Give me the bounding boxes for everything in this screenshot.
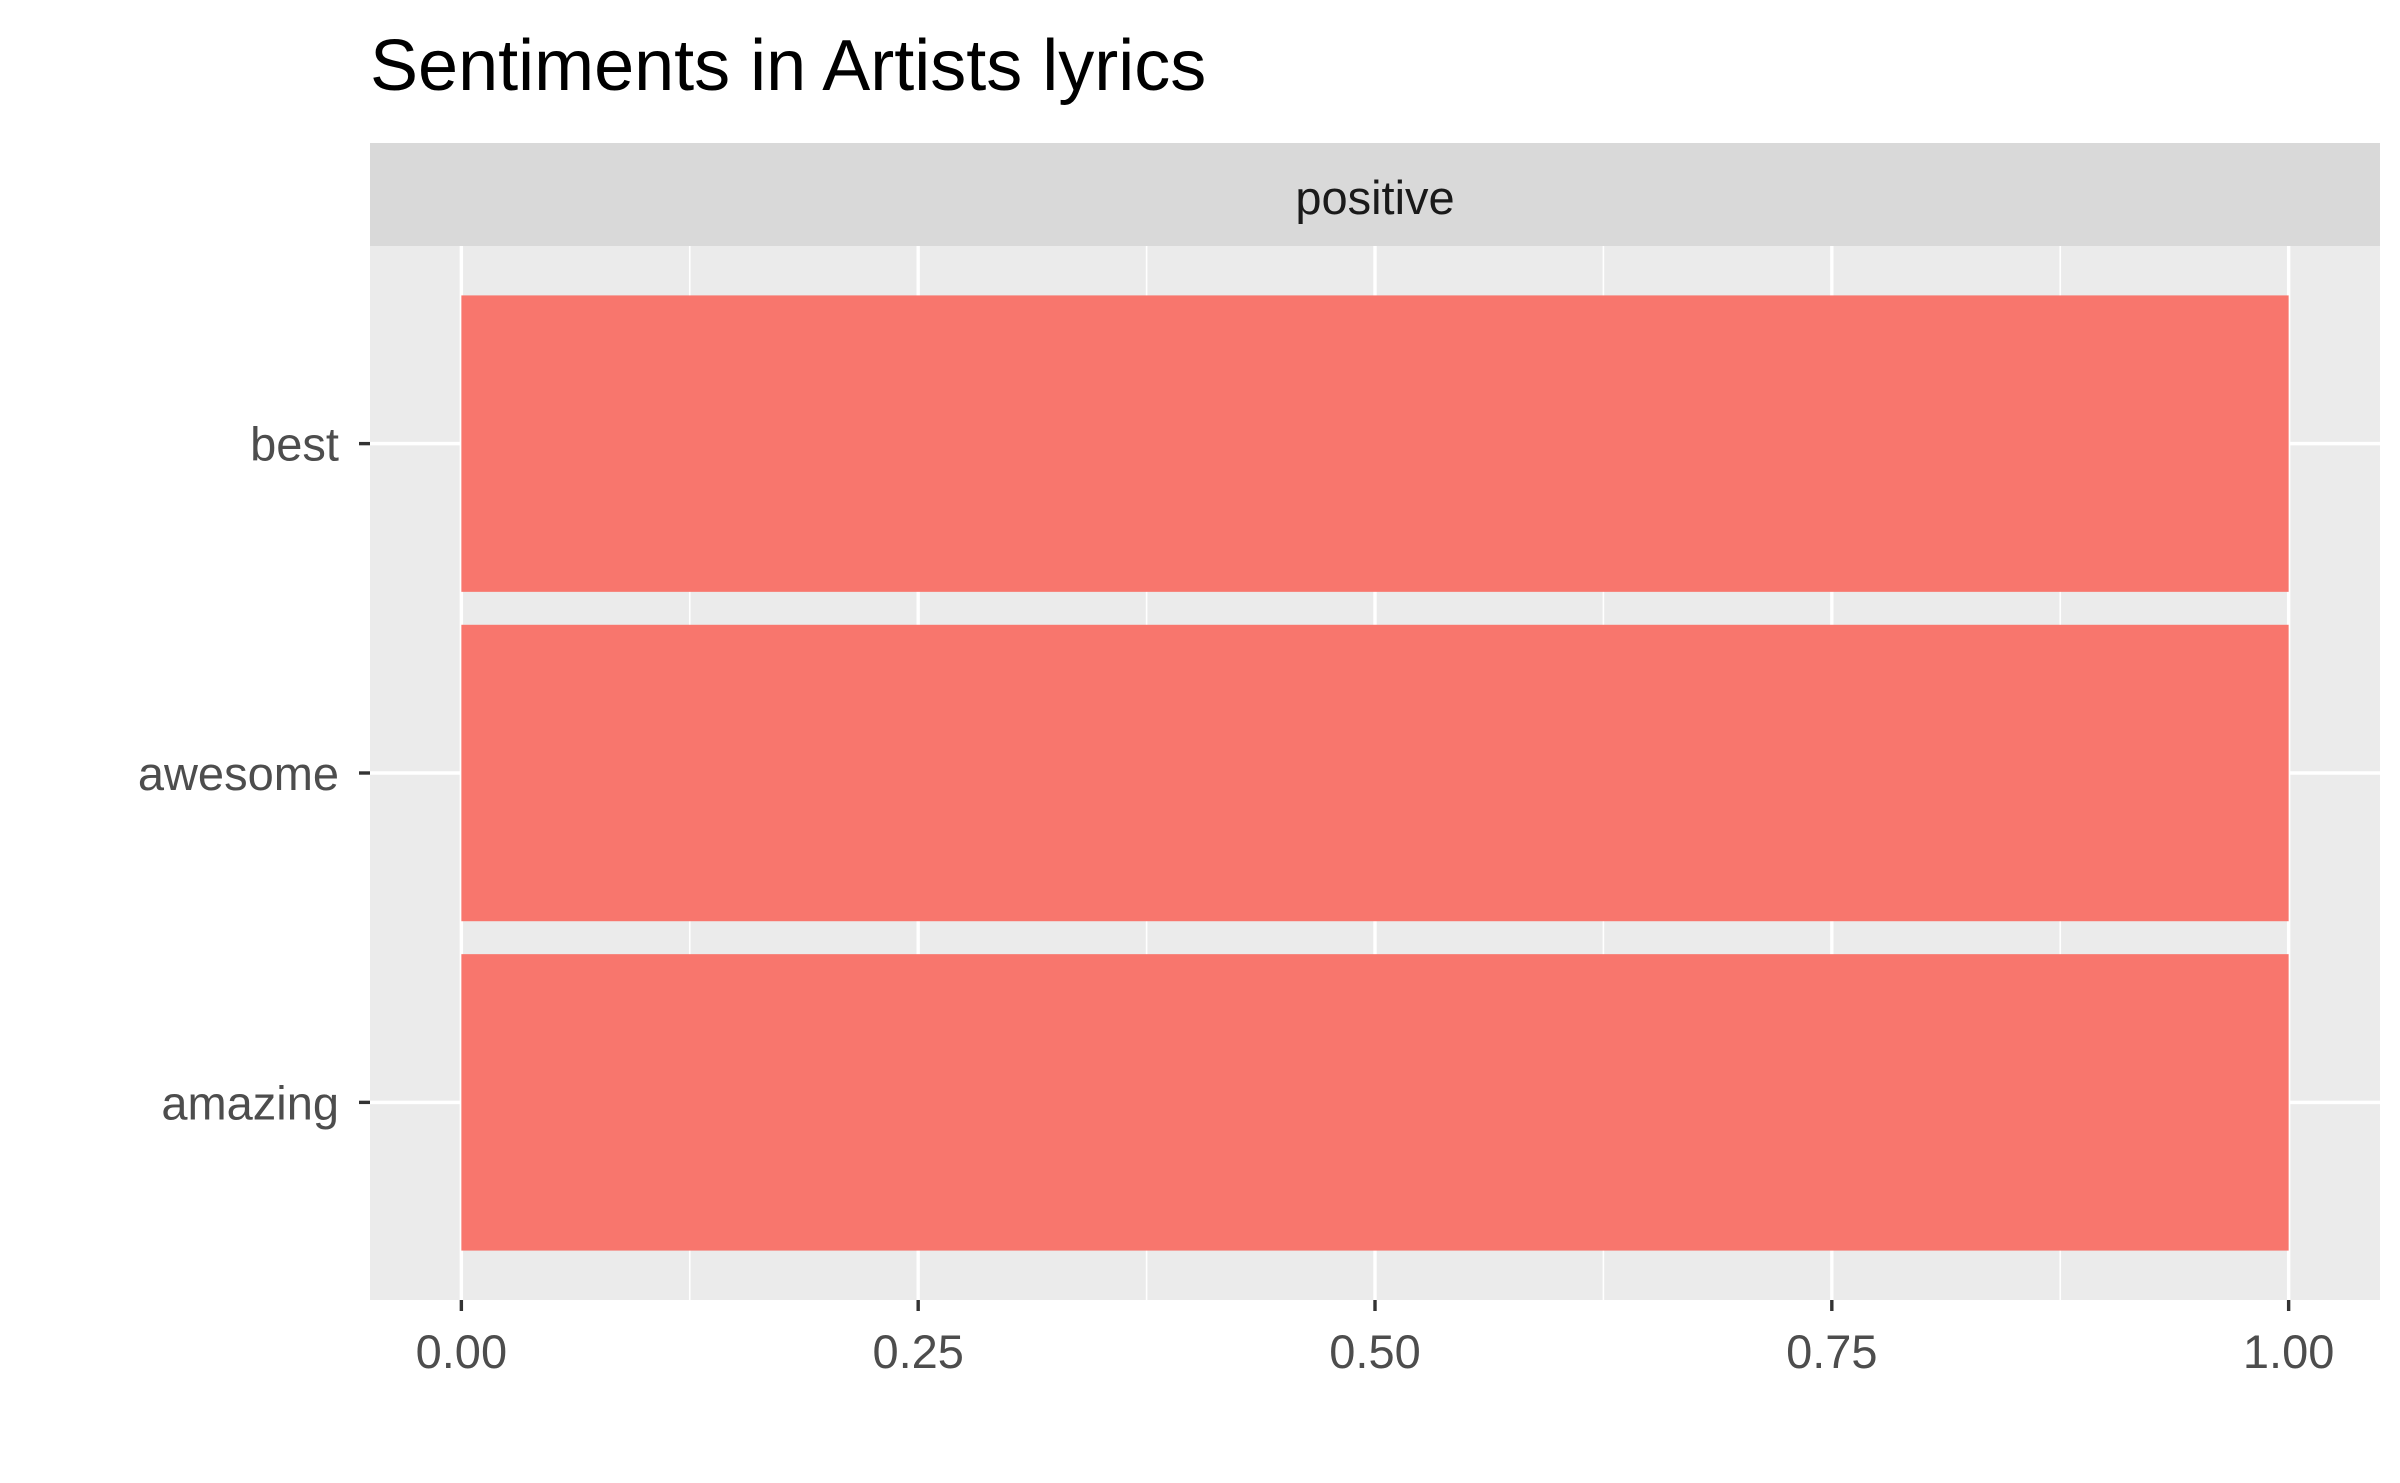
facet-strip — [370, 143, 2380, 246]
bars — [461, 295, 2289, 1251]
bar-awesome — [461, 624, 2289, 922]
bar-amazing — [461, 954, 2289, 1251]
y-tick-label: awesome — [138, 747, 339, 800]
x-tick-label: 0.00 — [416, 1325, 507, 1378]
x-tick-label: 0.25 — [872, 1325, 963, 1378]
facet-strip-label: positive — [1295, 171, 1454, 224]
x-tick-label: 0.50 — [1329, 1325, 1420, 1378]
chart-title: Sentiments in Artists lyrics — [370, 26, 1206, 106]
x-tick-label: 0.75 — [1786, 1325, 1877, 1378]
y-tick-label: best — [250, 418, 339, 471]
axes: 0.00 0.25 0.50 0.75 1.00 amazing awesome best — [138, 418, 2335, 1378]
x-tick-label: 1.00 — [2243, 1325, 2334, 1378]
bar-best — [461, 295, 2289, 592]
y-tick-label: amazing — [161, 1076, 339, 1129]
